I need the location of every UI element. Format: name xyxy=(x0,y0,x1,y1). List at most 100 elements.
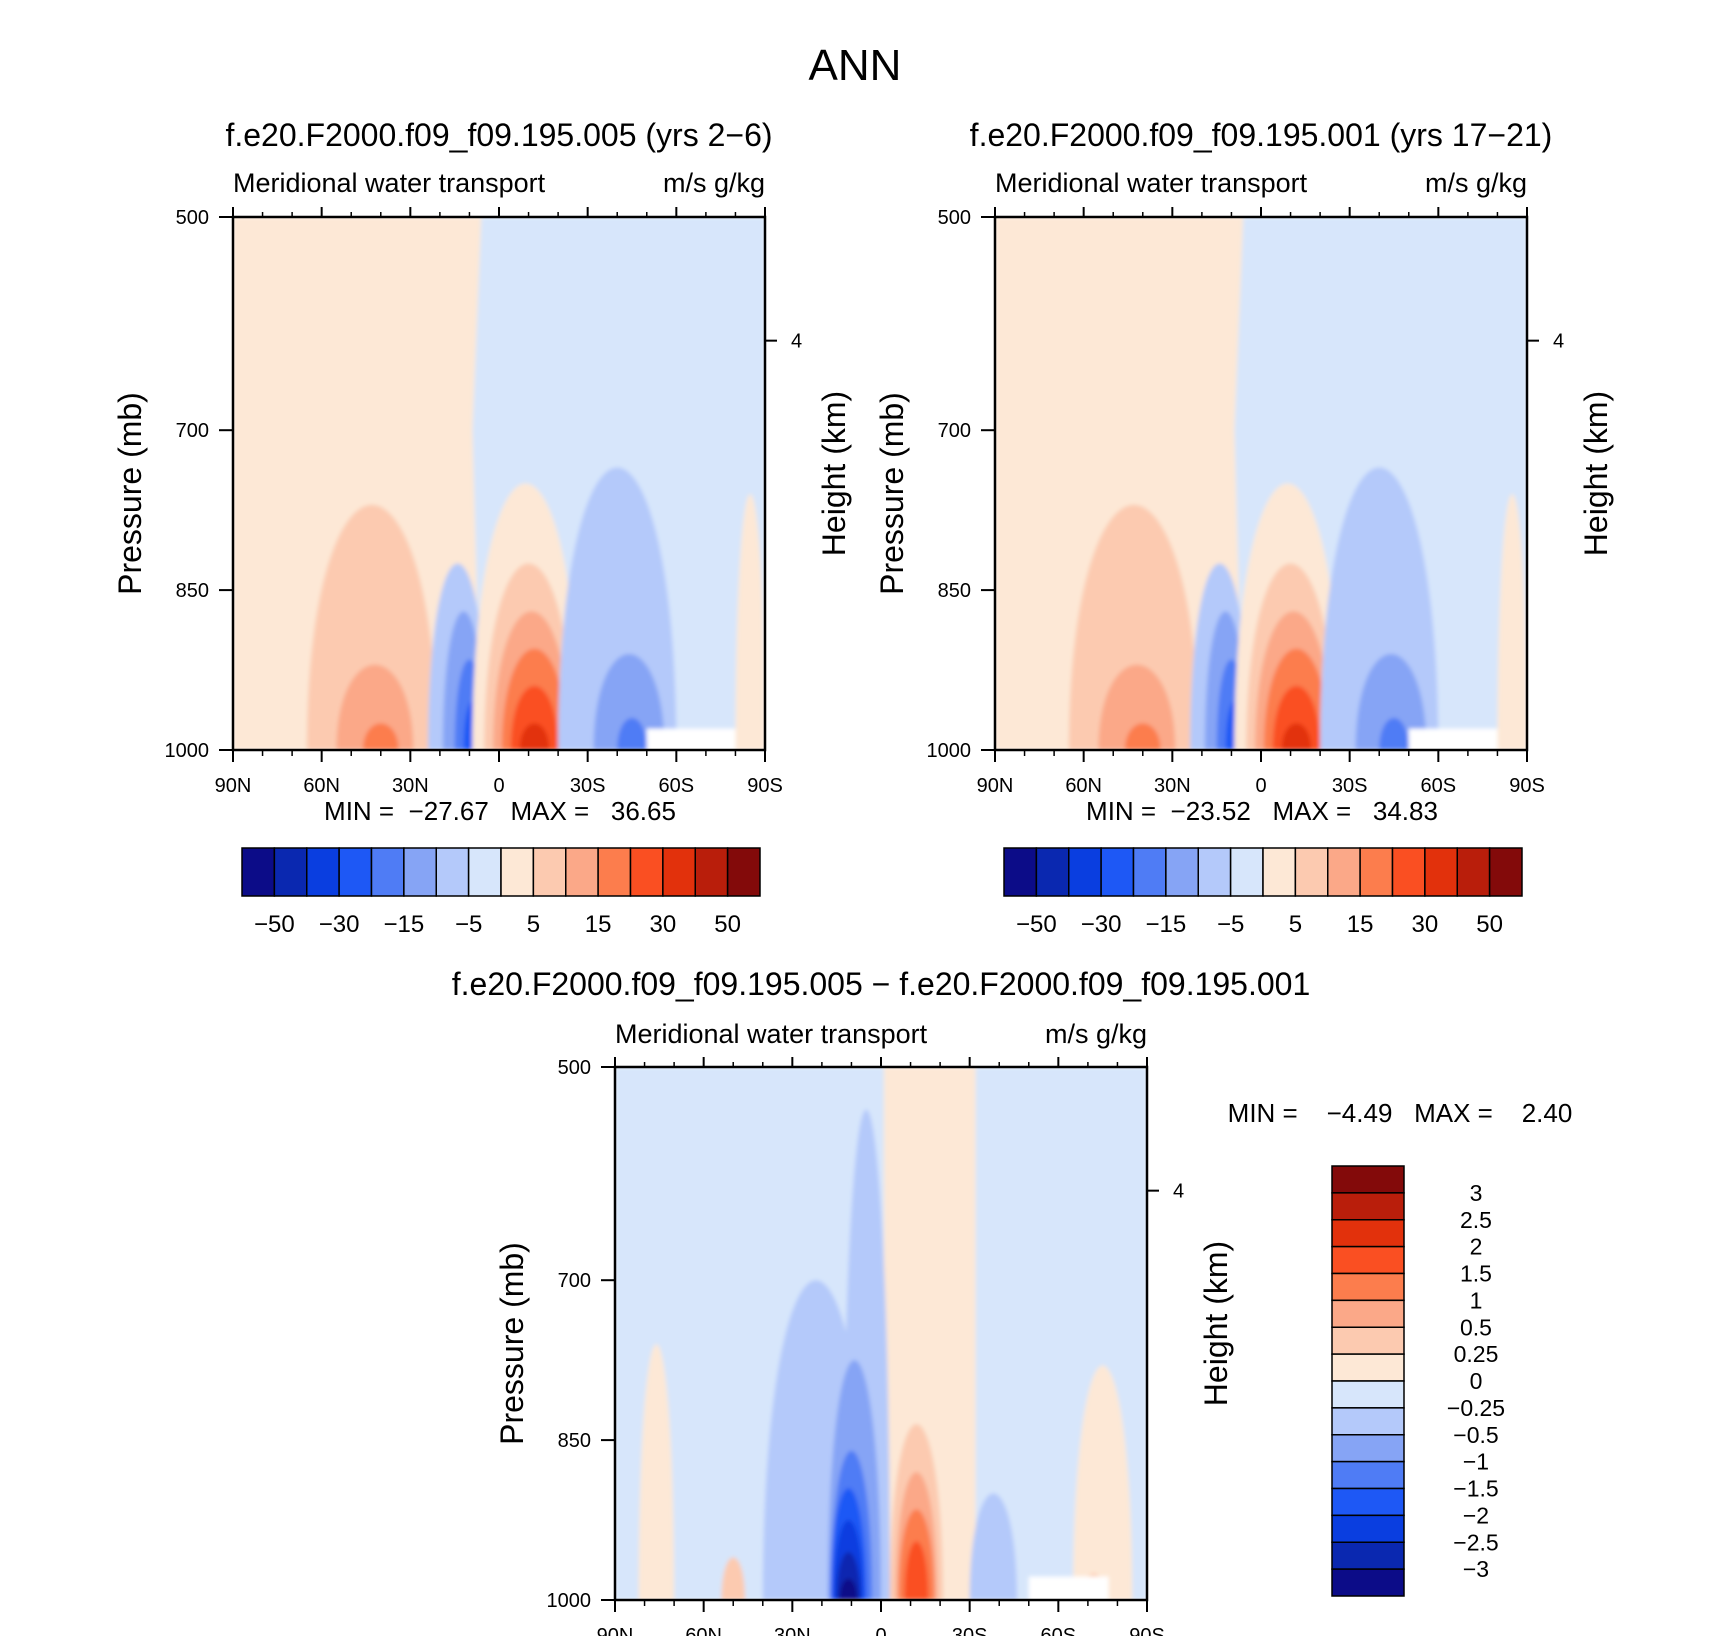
chart-panel-2: f.e20.F2000.f09_f09.195.001 (yrs 17−21) M… xyxy=(874,117,1614,938)
right-tick-label: 4 xyxy=(1553,331,1564,353)
colorbar-tick-label: 30 xyxy=(1412,911,1439,938)
colorbar-swatch xyxy=(1456,847,1491,897)
field-contour-nh-positive xyxy=(721,1557,746,1600)
field-contour-sh-negative xyxy=(593,654,665,750)
field-contour-polar-positive xyxy=(1073,1365,1133,1600)
colorbar-tick-label: 0.5 xyxy=(1460,1314,1492,1340)
colorbar-swatch xyxy=(273,847,308,897)
colorbar-swatch xyxy=(1391,847,1426,897)
right-axis-label: Height (km) xyxy=(1578,391,1614,556)
colorbar-swatch xyxy=(500,847,535,897)
x-tick-label: 30N xyxy=(392,775,429,797)
y-tick-label: 850 xyxy=(176,580,209,602)
x-tick-label: 60N xyxy=(685,1625,722,1636)
x-tick-label: 30S xyxy=(570,775,606,797)
x-tick-label: 30N xyxy=(1154,775,1191,797)
topography-mask xyxy=(1408,728,1498,750)
colorbar-swatch xyxy=(1331,1434,1405,1463)
colorbar-swatch xyxy=(1331,1353,1405,1382)
colorbar-swatch xyxy=(1331,1299,1405,1328)
colorbar-tick-label: −15 xyxy=(384,911,425,938)
colorbar-tick-label: −5 xyxy=(1217,911,1244,938)
colorbar-swatch xyxy=(1359,847,1394,897)
colorbar-swatch xyxy=(1331,1380,1405,1409)
colorbar-swatch xyxy=(1229,847,1264,897)
y-tick-label: 700 xyxy=(176,420,209,442)
colorbar-swatch xyxy=(1331,1568,1405,1597)
y-tick-label: 500 xyxy=(558,1057,591,1079)
panel-units: m/s g/kg xyxy=(663,168,765,198)
panel-units: m/s g/kg xyxy=(1045,1019,1147,1049)
x-tick-label: 30S xyxy=(1332,775,1368,797)
colorbar-swatch xyxy=(241,847,276,897)
colorbar-swatch xyxy=(1331,1219,1405,1248)
page-title: ANN xyxy=(809,41,902,90)
y-axis-label: Pressure (mb) xyxy=(874,392,910,595)
y-tick-label: 850 xyxy=(558,1430,591,1452)
field-contour-nh-positive xyxy=(1098,664,1176,750)
panel-title: f.e20.F2000.f09_f09.195.005 (yrs 2−6) xyxy=(225,117,772,153)
colorbar-swatch xyxy=(435,847,470,897)
colorbar-swatch xyxy=(467,847,502,897)
y-tick-label: 850 xyxy=(938,580,971,602)
panel-units: m/s g/kg xyxy=(1425,168,1527,198)
field-contour-polar-positive xyxy=(1497,494,1527,750)
colorbar-tick-label: 50 xyxy=(1476,911,1503,938)
colorbar-tick-label: 3 xyxy=(1470,1180,1483,1206)
colorbar-tick-label: −2.5 xyxy=(1453,1529,1498,1555)
field-contour-tropical-positive xyxy=(1281,723,1312,750)
field-contour-tropical-positive xyxy=(519,723,550,750)
colorbar-swatch xyxy=(1488,847,1523,897)
chart-panel-3: f.e20.F2000.f09_f09.195.005 − f.e20.F200… xyxy=(452,966,1573,1636)
colorbar-tick-label: 5 xyxy=(527,911,540,938)
x-tick-label: 90S xyxy=(1129,1625,1165,1636)
colorbar-tick-label: −3 xyxy=(1463,1556,1489,1582)
colorbar: −50 −30 −15 −5 5 15 30 50 xyxy=(1003,847,1523,938)
colorbar-swatch xyxy=(1197,847,1232,897)
y-tick-label: 500 xyxy=(938,207,971,229)
colorbar-swatch xyxy=(1165,847,1199,897)
x-tick-label: 90N xyxy=(597,1625,634,1636)
colorbar-swatch xyxy=(726,847,761,897)
colorbar-tick-label: −50 xyxy=(254,911,295,938)
field-contour-sh-negative xyxy=(1379,718,1409,750)
field-contour-nh-positive xyxy=(336,664,414,750)
colorbar-tick-label: −30 xyxy=(1081,911,1122,938)
field-contours xyxy=(233,217,765,750)
panel-subtitle: Meridional water transport xyxy=(995,168,1308,198)
colorbar-tick-label: 2.5 xyxy=(1460,1207,1492,1233)
x-tick-label: 30S xyxy=(952,1625,988,1636)
x-tick-label: 30N xyxy=(774,1625,811,1636)
colorbar-swatch xyxy=(1331,1514,1405,1543)
colorbar-swatch xyxy=(338,847,373,897)
field-contours xyxy=(615,1067,1147,1600)
colorbar-swatch xyxy=(370,847,405,897)
y-axis-label: Pressure (mb) xyxy=(494,1242,530,1445)
field-contour-tropical-negative xyxy=(839,1578,858,1600)
colorbar-swatch xyxy=(1331,1460,1405,1490)
right-axis-label: Height (km) xyxy=(1198,1241,1234,1406)
x-tick-label: 90N xyxy=(215,775,252,797)
colorbar-swatch xyxy=(1331,1192,1405,1221)
colorbar-swatch xyxy=(662,847,696,897)
x-tick-label: 60N xyxy=(303,775,340,797)
colorbar-swatch xyxy=(1331,1245,1405,1275)
colorbar-tick-label: −2 xyxy=(1463,1502,1489,1528)
y-tick-label: 1000 xyxy=(547,1590,592,1612)
colorbar-tick-label: −1.5 xyxy=(1453,1476,1498,1502)
colorbar: −50 −30 −15 −5 5 15 30 50 xyxy=(241,847,761,938)
panel-subtitle: Meridional water transport xyxy=(615,1019,928,1049)
colorbar-swatch xyxy=(1132,847,1167,897)
colorbar-swatch xyxy=(1100,847,1135,897)
colorbar-tick-label: −0.5 xyxy=(1453,1422,1498,1448)
x-tick-label: 0 xyxy=(875,1625,886,1636)
topography-mask xyxy=(1028,1576,1109,1600)
colorbar-swatch xyxy=(532,847,567,897)
field-contour-nh-positive xyxy=(306,504,437,750)
min-max-stats: MIN = −4.49 MAX = 2.40 xyxy=(1228,1098,1573,1128)
right-tick-label: 4 xyxy=(791,331,802,353)
colorbar-tick-label: −1 xyxy=(1463,1449,1489,1475)
colorbar-tick-label: 15 xyxy=(585,911,612,938)
panel-title: f.e20.F2000.f09_f09.195.005 − f.e20.F200… xyxy=(452,966,1311,1002)
y-tick-label: 1000 xyxy=(927,740,972,762)
